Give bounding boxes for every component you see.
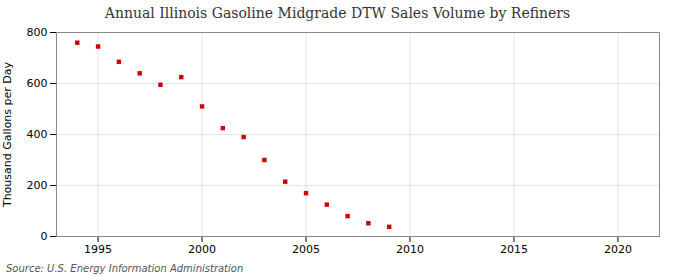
svg-text:2015: 2015 <box>500 243 528 256</box>
html-text:Source: U.S. Energy Informatio: Source: U.S. Energy Information Administ… <box>6 263 244 274</box>
svg-text:2020: 2020 <box>604 243 632 256</box>
svg-text:Thousand Gallons per Day: Thousand Gallons per Day <box>1 61 14 208</box>
svg-text:1995: 1995 <box>84 243 112 256</box>
svg-text:200: 200 <box>27 179 48 192</box>
svg-text:0: 0 <box>41 230 48 243</box>
svg-text:2000: 2000 <box>188 243 216 256</box>
svg-text:2010: 2010 <box>396 243 424 256</box>
svg-text:400: 400 <box>27 128 48 141</box>
svg-text:2005: 2005 <box>292 243 320 256</box>
svg-text:600: 600 <box>27 77 48 90</box>
svg-text:800: 800 <box>27 26 48 39</box>
html-text:Annual Illinois Gasoline Midgr: Annual Illinois Gasoline Midgrade DTW Sa… <box>104 5 571 21</box>
